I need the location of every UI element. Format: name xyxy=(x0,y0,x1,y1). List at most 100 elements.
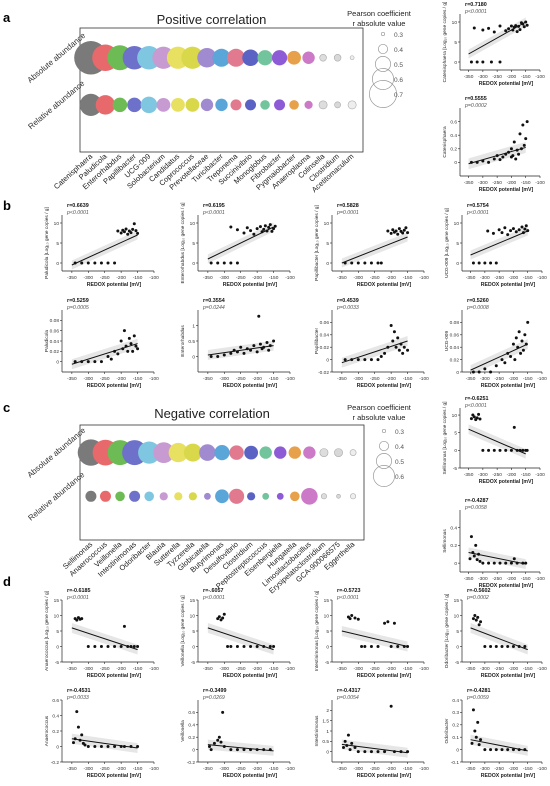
x-axis-label: REDOX potential [mV] xyxy=(481,673,536,679)
p-value: p<0.0001 xyxy=(202,595,225,601)
bubble-absolute-11 xyxy=(242,49,259,67)
y-tick-label: 1 xyxy=(326,729,329,735)
data-point xyxy=(498,448,502,452)
trend-line xyxy=(468,21,526,55)
data-point xyxy=(350,358,354,362)
data-point xyxy=(477,412,481,416)
data-point xyxy=(512,557,516,561)
bubble-relative-11 xyxy=(247,492,256,501)
bubble-relative-13 xyxy=(274,99,286,111)
data-point xyxy=(483,748,487,752)
data-point xyxy=(523,227,527,231)
x-tick-label: -250 xyxy=(494,275,504,281)
bubble-relative-8 xyxy=(204,492,211,500)
data-point xyxy=(481,561,485,565)
bubble-relative-14 xyxy=(289,100,299,110)
x-tick-label: -250 xyxy=(236,275,246,281)
data-point xyxy=(507,27,511,31)
r-value: r=-0.4281 xyxy=(467,688,491,694)
x-tick-label: -100 xyxy=(285,376,295,382)
data-point xyxy=(86,645,90,648)
data-point xyxy=(93,645,97,648)
data-point xyxy=(255,350,259,354)
y-tick-label: 0 xyxy=(326,749,329,755)
x-tick-label: -350 xyxy=(203,275,213,281)
bubble-absolute-14 xyxy=(288,446,302,459)
data-point xyxy=(397,227,401,231)
p-value: p=0.0059 xyxy=(466,695,489,701)
r-value: r=-0.5602 xyxy=(467,588,491,594)
scatter-plot-3: -350 -300 -250 -200 -150 -100 0 5 10 REDOX potent… xyxy=(180,203,295,288)
data-point xyxy=(122,624,126,628)
y-axis-label: UCG-009 xyxy=(444,331,450,352)
data-point xyxy=(356,750,360,754)
data-point xyxy=(517,228,521,232)
data-point xyxy=(521,348,525,352)
data-point xyxy=(517,330,521,334)
bubble-absolute-10 xyxy=(227,48,246,67)
y-tick-label: 10 xyxy=(190,221,196,227)
bubble-relative-6 xyxy=(174,492,183,501)
y-tick-label: 0.08 xyxy=(50,318,60,324)
data-point xyxy=(126,232,130,236)
data-point xyxy=(391,339,395,343)
data-point xyxy=(509,155,513,159)
x-tick-label: -350 xyxy=(337,275,347,281)
x-tick-label: -300 xyxy=(83,275,93,281)
data-point xyxy=(379,355,383,358)
scatter-plot-0: -350 -300 -250 -200 -150 -100 0 5 10 REDOX potent… xyxy=(442,2,545,87)
data-point xyxy=(524,20,528,24)
scatter-plot-15: -350 -300 -250 -200 -150 -100 -5 0 5 10 15 REDOX po… xyxy=(444,588,547,679)
data-point xyxy=(406,348,410,352)
data-point xyxy=(132,222,136,226)
data-point xyxy=(475,558,479,562)
y-tick-label: 15 xyxy=(454,598,460,604)
data-point xyxy=(481,28,485,32)
data-point xyxy=(369,261,373,265)
data-point xyxy=(489,261,493,265)
data-point xyxy=(404,226,408,230)
x-axis-label: REDOX potential [mV] xyxy=(223,773,278,779)
bubble-absolute-12 xyxy=(259,446,272,459)
y-axis-label: Papillibacter xyxy=(314,328,320,355)
p-value: p<0.0001 xyxy=(466,210,489,216)
data-point xyxy=(472,26,476,30)
x-tick-label: -200 xyxy=(386,376,396,382)
data-point xyxy=(514,336,518,340)
bubble-absolute-4 xyxy=(138,441,161,464)
data-point xyxy=(471,617,475,621)
bubble-relative-14 xyxy=(290,491,300,502)
y-tick-label: 10 xyxy=(452,413,458,419)
data-point xyxy=(272,645,276,648)
data-point xyxy=(509,229,513,233)
data-point xyxy=(487,448,491,452)
bubble-relative-3 xyxy=(127,97,142,113)
panel-letter-a: a xyxy=(3,10,11,25)
data-point xyxy=(386,229,390,233)
data-point xyxy=(119,231,123,235)
data-point xyxy=(500,358,504,362)
y-tick-label: 5 xyxy=(192,241,195,247)
trend-line xyxy=(470,230,528,256)
legend-circle-1 xyxy=(378,440,390,452)
x-tick-label: -350 xyxy=(466,666,476,672)
data-point xyxy=(262,345,266,349)
data-point xyxy=(477,552,481,556)
x-axis-label: REDOX potential [mV] xyxy=(223,673,278,679)
x-tick-label: -250 xyxy=(492,576,502,582)
data-point xyxy=(235,228,239,232)
data-point xyxy=(515,148,519,152)
trend-line xyxy=(341,743,408,754)
y-tick-label: 0.2 xyxy=(450,147,457,153)
bubble-relative-18 xyxy=(347,100,357,110)
data-point xyxy=(267,225,271,229)
y-tick-label: 0.4 xyxy=(452,698,459,704)
data-point xyxy=(78,738,82,742)
scatter-plot-14: -350 -300 -250 -200 -150 -100 -5 0 5 10 15 REDOX po… xyxy=(314,588,429,679)
data-point xyxy=(394,345,398,349)
data-point xyxy=(474,543,478,547)
x-axis-label: REDOX potential [mV] xyxy=(357,282,412,288)
legend-value-1: 0.4 xyxy=(394,47,403,54)
y-tick-label: 0.04 xyxy=(320,333,330,339)
y-tick-label: 0 xyxy=(454,561,457,567)
